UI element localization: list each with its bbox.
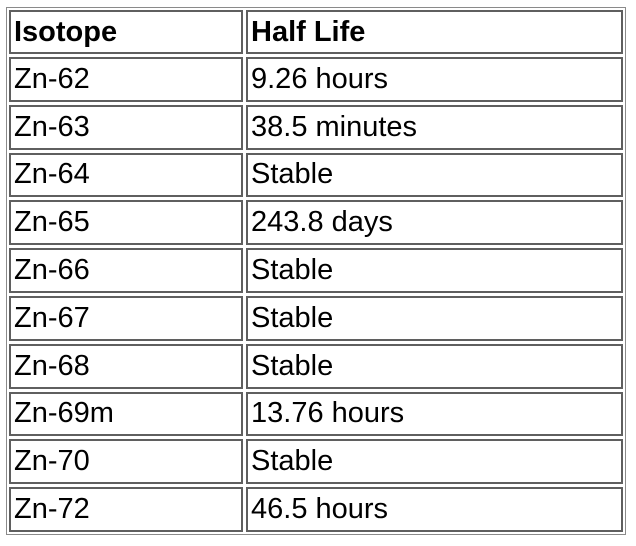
table-row: Zn-70 Stable: [9, 439, 623, 485]
isotope-cell: Zn-69m: [9, 391, 243, 437]
isotope-cell: Zn-67: [9, 295, 243, 341]
table-row: Zn-69m 13.76 hours: [9, 391, 623, 437]
half-life-cell: Stable: [246, 152, 623, 198]
isotope-cell: Zn-62: [9, 57, 243, 102]
half-life-cell: Stable: [246, 248, 623, 293]
table-row: Zn-68 Stable: [9, 343, 623, 389]
header-isotope: Isotope: [9, 10, 243, 54]
half-life-cell: 38.5 minutes: [246, 104, 623, 150]
isotope-cell: Zn-70: [9, 439, 243, 485]
table-header-row: Isotope Half Life: [9, 10, 623, 54]
isotope-cell: Zn-72: [9, 487, 243, 532]
table-row: Zn-64 Stable: [9, 152, 623, 198]
half-life-cell: 243.8 days: [246, 200, 623, 246]
table-row: Zn-67 Stable: [9, 295, 623, 341]
half-life-cell: Stable: [246, 343, 623, 389]
isotope-cell: Zn-65: [9, 200, 243, 246]
header-half-life: Half Life: [246, 10, 623, 54]
isotope-cell: Zn-63: [9, 104, 243, 150]
table-row: Zn-72 46.5 hours: [9, 487, 623, 532]
half-life-cell: 9.26 hours: [246, 57, 623, 102]
half-life-cell: Stable: [246, 295, 623, 341]
isotope-cell: Zn-68: [9, 343, 243, 389]
half-life-cell: Stable: [246, 439, 623, 485]
isotope-half-life-table: Isotope Half Life Zn-62 9.26 hours Zn-63…: [6, 7, 626, 535]
table-row: Zn-65 243.8 days: [9, 200, 623, 246]
table-row: Zn-66 Stable: [9, 248, 623, 293]
isotope-cell: Zn-64: [9, 152, 243, 198]
table-row: Zn-63 38.5 minutes: [9, 104, 623, 150]
isotope-table-frame: Isotope Half Life Zn-62 9.26 hours Zn-63…: [6, 7, 626, 535]
half-life-cell: 46.5 hours: [246, 487, 623, 532]
table-row: Zn-62 9.26 hours: [9, 57, 623, 102]
isotope-cell: Zn-66: [9, 248, 243, 293]
half-life-cell: 13.76 hours: [246, 391, 623, 437]
